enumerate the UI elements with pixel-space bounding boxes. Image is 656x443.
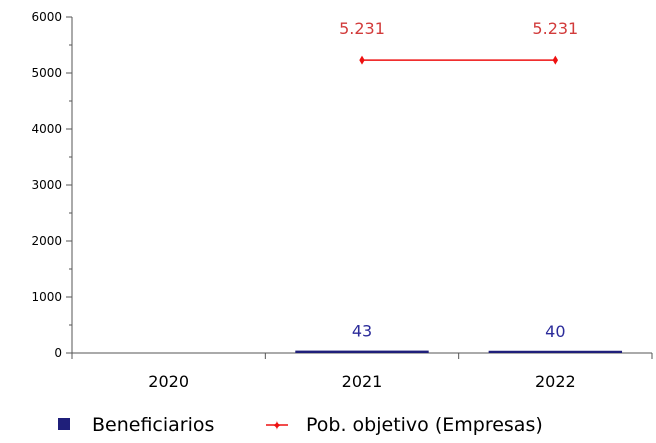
line-series	[359, 55, 559, 65]
legend-marker-pob-objetivo: ✦	[272, 419, 283, 434]
data-labels: 43 40 5.231 5.231	[339, 19, 578, 341]
legend: Beneficiarios ✦ Pob. objetivo (Empresas)	[58, 414, 543, 436]
legend-swatch-beneficiarios	[58, 418, 70, 430]
y-tick-label: 1000	[31, 290, 62, 304]
bar-data-label: 40	[545, 322, 565, 341]
legend-label-pob-objetivo: Pob. objetivo (Empresas)	[306, 414, 543, 436]
chart-axes: 0 1000 2000 3000 4000 5000 6000 2020 2021 2022	[31, 10, 653, 391]
line-point-pob-objetivo	[552, 55, 559, 65]
bar-beneficiarios	[295, 350, 429, 353]
line-data-label: 5.231	[339, 19, 385, 38]
y-tick-label: 3000	[31, 178, 62, 192]
line-point-pob-objetivo	[359, 55, 365, 65]
y-tick-label: 2000	[31, 234, 62, 248]
line-data-label: 5.231	[532, 19, 578, 38]
legend-label-beneficiarios: Beneficiarios	[92, 414, 214, 436]
x-tick-label: 2022	[535, 372, 576, 391]
bar-series	[295, 350, 623, 353]
y-tick-label: 4000	[31, 122, 62, 136]
bar-data-label: 43	[352, 322, 372, 341]
y-tick-label: 5000	[31, 66, 62, 80]
y-tick-label: 0	[54, 346, 62, 360]
y-tick-label: 6000	[31, 10, 62, 24]
x-tick-label: 2020	[148, 372, 189, 391]
x-tick-label: 2021	[342, 372, 383, 391]
bar-beneficiarios	[488, 350, 623, 353]
